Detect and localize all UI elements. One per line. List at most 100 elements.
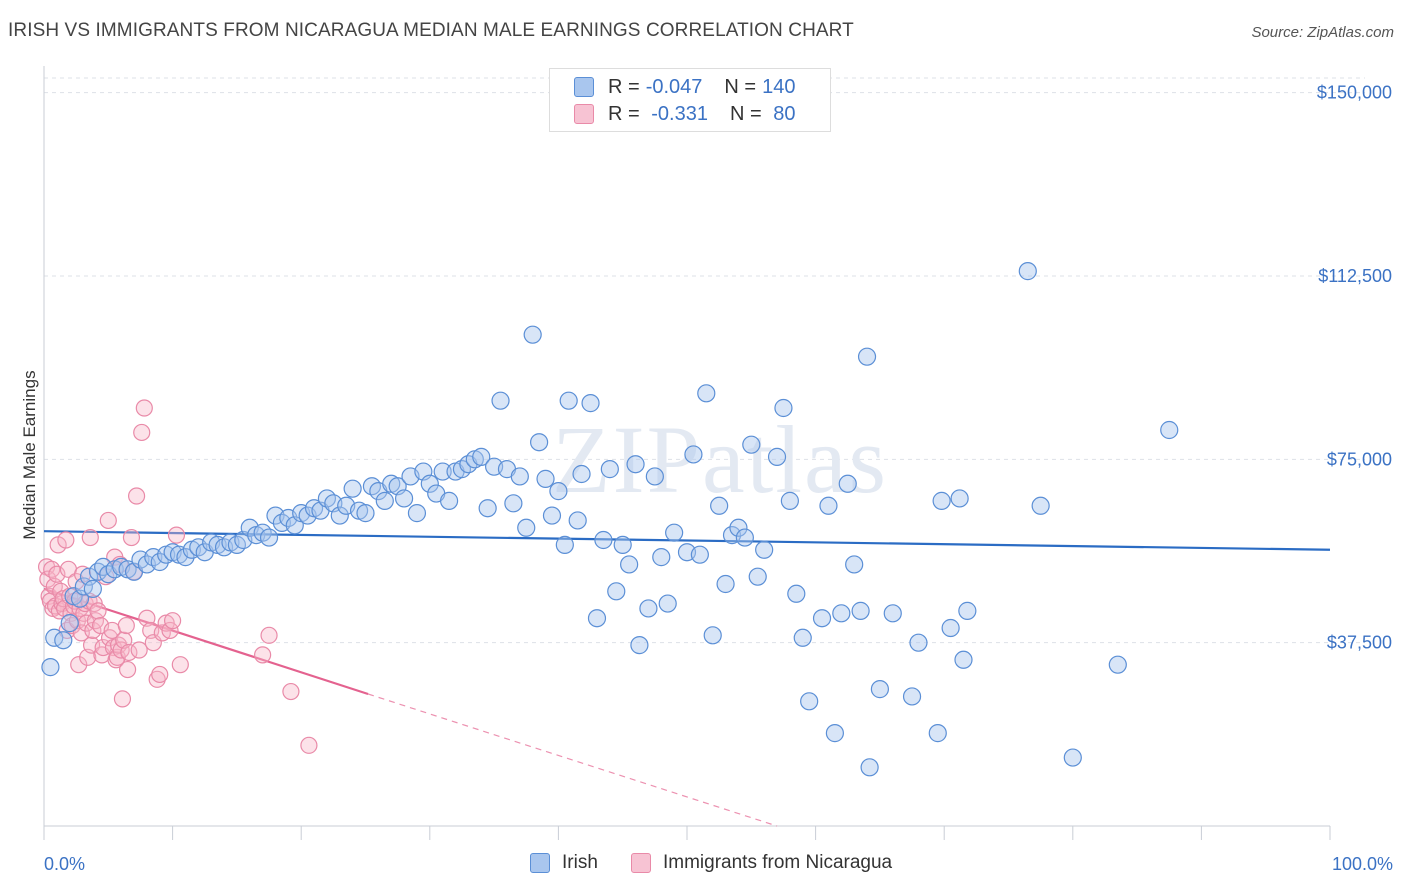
irish-point-135 [954, 650, 973, 669]
irish-point-79 [536, 469, 555, 488]
nicaragua-n-label: N = [729, 102, 762, 125]
irish-point-142 [1160, 420, 1179, 440]
irish-legend-swatch [530, 853, 550, 873]
irish-point-130 [902, 687, 922, 706]
irish-point-80 [542, 506, 562, 525]
irish-point-99 [665, 523, 684, 542]
irish-point-23 [176, 548, 195, 567]
irish-points [41, 262, 1179, 777]
y-tick-labels: $37,500 $75,000 $112,500 $150,000 [1317, 83, 1392, 653]
correlation-legend: R = -0.047 N = 140 R = -0.331 N = 80 [549, 68, 831, 132]
series-legend-irish: Irish [530, 852, 598, 874]
y-tick-label-3: $150,000 [1317, 83, 1392, 103]
irish-point-92 [620, 555, 639, 574]
irish-point-133 [932, 491, 951, 510]
irish-point-96 [645, 467, 664, 486]
nicaragua-legend-swatch [631, 853, 651, 873]
nicaragua-point-54 [113, 690, 132, 708]
watermark: ZIPatlas [552, 406, 888, 513]
irish-point-112 [755, 540, 774, 559]
nicaragua-point-63 [133, 423, 151, 442]
irish-trend-line [43, 530, 1331, 551]
irish-point-118 [800, 692, 819, 711]
nicaragua-point-61 [127, 487, 146, 505]
irish-point-105 [710, 496, 729, 515]
irish-point-111 [748, 567, 767, 586]
irish-point-110 [742, 435, 761, 454]
nicaragua-n-value: 80 [767, 102, 796, 125]
irish-point-114 [774, 398, 793, 418]
irish-point-75 [510, 467, 529, 486]
nicaragua-point-78 [282, 682, 300, 701]
irish-point-2 [54, 631, 73, 650]
irish-point-140 [1063, 748, 1082, 767]
irish-point-126 [857, 347, 877, 366]
irish-point-63 [433, 462, 452, 481]
irish-point-121 [825, 724, 844, 743]
nicaragua-r-label: R = [608, 102, 640, 125]
irish-r-label: R = [608, 75, 640, 98]
x-tick-labels: 0.0% 100.0% [44, 854, 1393, 874]
y-tick-label-1: $75,000 [1327, 449, 1392, 469]
nicaragua-point-4 [43, 560, 61, 578]
irish-point-104 [703, 626, 722, 645]
nicaragua-point-56 [117, 616, 135, 635]
nicaragua-point-34 [81, 528, 99, 547]
nicaragua-point-39 [89, 602, 107, 620]
trend-lines [43, 530, 1331, 827]
irish-point-120 [819, 496, 838, 515]
irish-point-117 [793, 628, 812, 647]
irish-point-0 [41, 658, 60, 677]
nicaragua-trend-extension [367, 693, 778, 827]
nicaragua-point-74 [167, 526, 186, 544]
irish-point-61 [420, 474, 439, 493]
irish-point-115 [780, 491, 799, 510]
nicaragua-point-72 [161, 621, 179, 640]
irish-point-49 [343, 479, 362, 498]
irish-point-102 [690, 545, 709, 564]
irish-point-88 [594, 530, 613, 550]
irish-point-97 [652, 548, 671, 567]
nicaragua-point-73 [164, 612, 182, 630]
irish-point-82 [555, 535, 574, 554]
nicaragua-swatch [574, 104, 594, 124]
irish-point-124 [845, 555, 864, 574]
nicaragua-point-68 [148, 670, 166, 688]
source-label: Source: ZipAtlas.com [1251, 24, 1394, 41]
irish-point-59 [407, 504, 427, 523]
irish-point-122 [832, 604, 851, 623]
nicaragua-r-value: -0.331 [645, 102, 708, 125]
irish-point-141 [1108, 655, 1127, 674]
irish-point-90 [607, 582, 626, 601]
irish-point-95 [639, 599, 658, 618]
series-legend-nicaragua: Immigrants from Nicaragua [631, 852, 892, 874]
axes [43, 66, 1331, 840]
nicaragua-point-57 [118, 660, 137, 679]
irish-point-108 [729, 518, 748, 537]
irish-point-106 [716, 574, 735, 594]
nicaragua-point-38 [86, 612, 105, 630]
nicaragua-point-62 [130, 641, 148, 659]
x-tick-label-1: 100.0% [1332, 854, 1393, 874]
x-tick-label-0: 0.0% [44, 854, 85, 874]
irish-point-72 [491, 391, 510, 410]
irish-n-value: 140 [762, 75, 796, 98]
irish-point-74 [504, 494, 523, 513]
irish-point-113 [767, 447, 787, 466]
y-tick-label-0: $37,500 [1327, 633, 1392, 653]
irish-n-label: N = [724, 75, 757, 98]
nicaragua-point-59 [122, 528, 141, 547]
irish-point-57 [394, 489, 414, 508]
irish-point-123 [838, 474, 857, 493]
chart-title: IRISH VS IMMIGRANTS FROM NICARAGUA MEDIA… [8, 20, 854, 41]
irish-point-83 [559, 391, 578, 410]
irish-point-51 [356, 504, 375, 523]
irish-point-103 [697, 384, 716, 403]
nicaragua-legend-label: Immigrants from Nicaragua [663, 852, 893, 873]
irish-point-137 [950, 489, 969, 508]
irish-point-109 [735, 528, 754, 547]
irish-point-81 [549, 482, 568, 501]
nicaragua-point-75 [171, 656, 189, 674]
irish-point-77 [523, 325, 542, 344]
